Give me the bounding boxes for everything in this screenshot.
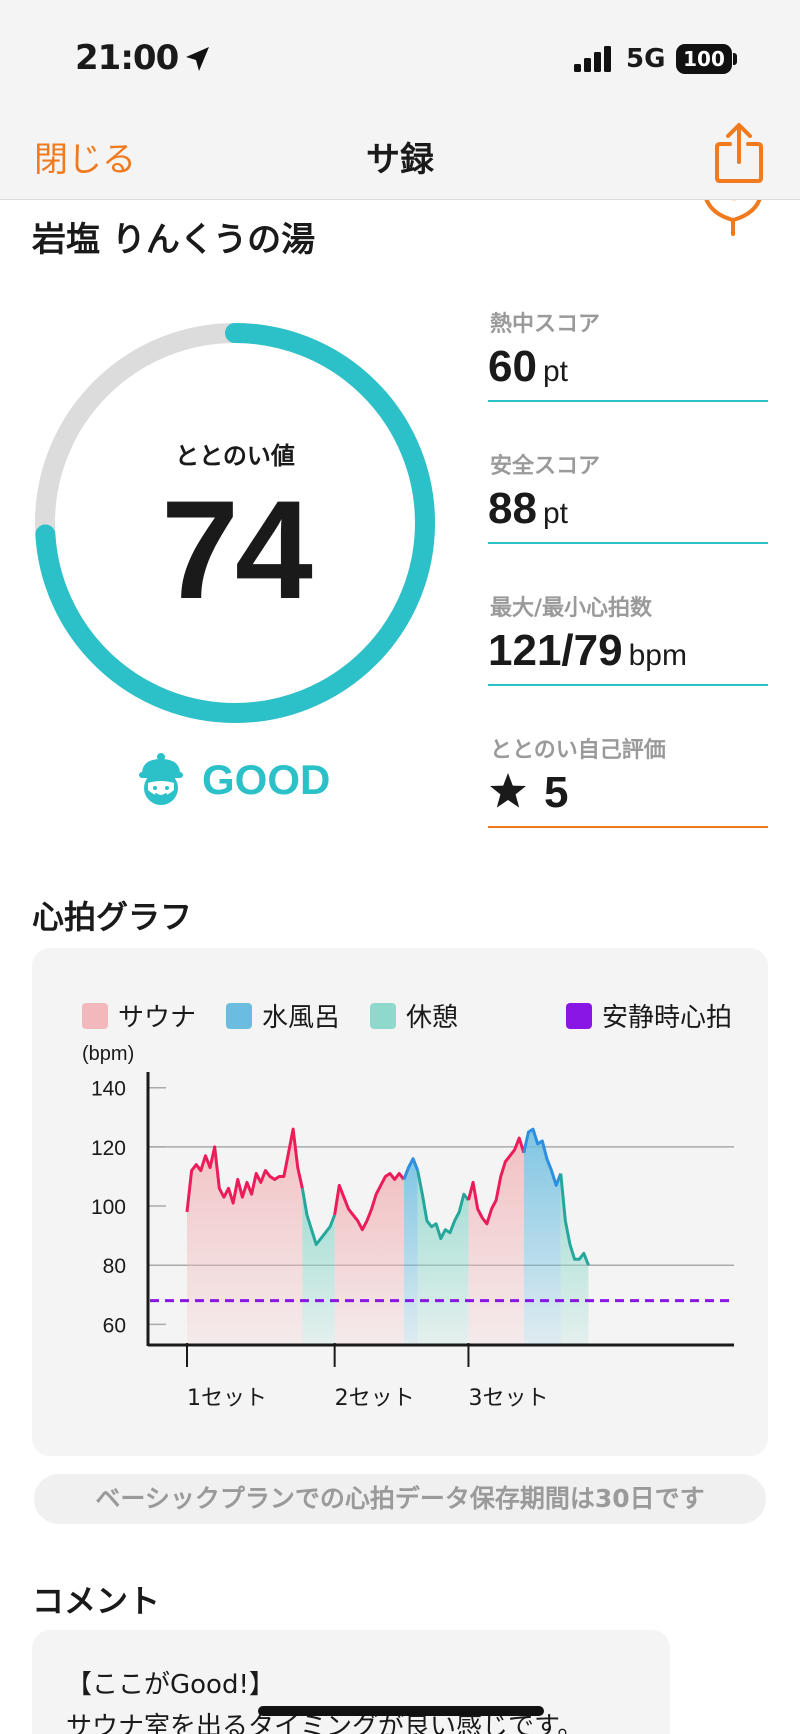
phase-area-sauna [187,1129,303,1345]
heat-score: 熱中スコア 60 pt [488,306,768,402]
self-rating-value: 5 [488,768,568,818]
safety-score-value: 88 pt [488,484,568,533]
phase-area-rest [560,1173,589,1345]
hr-line-rest [416,1170,470,1241]
x-tick-label: 2セット [335,1386,415,1411]
legend-cold-bath: 水風呂 [226,997,340,1034]
self-rating: ととのい自己評価 5 [488,732,768,828]
legend-rest: 休憩 [370,997,458,1034]
storage-notice: ベーシックプランでの心拍データ保存期間は30日です [34,1474,766,1524]
y-tick-label: 140 [91,1078,126,1101]
legend-resting-hr: 安静時心拍 [566,997,732,1034]
capped-face-icon [139,753,183,805]
hr-line-sauna [185,1127,304,1213]
hr-line-rest [300,1188,337,1246]
hr-line-cold [402,1157,420,1180]
safety-score-label: 安全スコア [490,454,601,479]
signal-icon [574,46,611,72]
heart-rate-label: 最大/最小心拍数 [490,596,653,621]
status-time: 21:00 [75,38,179,78]
heart-rate-value: 121/79 bpm [488,626,687,675]
heat-score-value: 60 pt [488,342,568,391]
home-indicator [258,1706,544,1716]
heart-rate-range: 最大/最小心拍数 121/79 bpm [488,590,768,686]
y-tick-label: 100 [91,1196,126,1219]
location-arrow-icon [186,47,209,71]
hr-line-cold [522,1127,563,1187]
hr-line-sauna [467,1136,526,1226]
legend-swatch-resting [566,1002,592,1029]
y-tick-label: 120 [91,1137,126,1160]
self-rating-label: ととのい自己評価 [490,738,666,763]
heat-score-label: 熱中スコア [490,312,601,337]
phase-area-cold [523,1129,561,1345]
battery-tip [733,53,737,65]
mood-label: GOOD [202,756,331,803]
legend-swatch-rest [370,1002,396,1029]
gauge-fill [35,323,435,723]
phase-area-sauna [468,1138,524,1345]
page-title: サ録 [366,140,434,180]
close-button[interactable]: 閉じる [34,140,136,180]
share-icon[interactable] [712,122,766,184]
safety-score: 安全スコア 88 pt [488,448,768,544]
totonoi-gauge [35,323,435,723]
network-label: 5G [626,44,666,74]
battery-indicator: 100 [676,44,732,74]
top-bar: 21:00 5G 100 閉じる サ録 [0,0,800,200]
x-tick-label: 1セット [187,1386,267,1411]
comment-title: コメント [32,1582,161,1620]
y-tick-label: 60 [103,1314,126,1337]
comment-line: 【ここがGood!】 [66,1670,275,1700]
phase-area-rest [417,1170,469,1345]
gauge-label: ととのい値 [175,442,295,470]
hr-line-rest [559,1173,590,1266]
heart-rate-chart: (bpm) 140 120 100 80 60 1セット 2セット 3セット [82,1043,734,1411]
legend-swatch-cold [226,1002,252,1029]
phase-area-cold [403,1158,418,1345]
y-axis-label: (bpm) [82,1043,134,1065]
hr-line-sauna [333,1172,406,1232]
comment-card [32,1630,670,1734]
comment-line: サウナ室を出るタイミングが良い感じです。 [66,1712,584,1734]
legend-swatch-sauna [82,1002,108,1029]
gauge-value: 74 [161,471,313,628]
y-tick-label: 80 [103,1255,126,1278]
star-icon [490,773,526,808]
facility-name: 岩塩 りんくうの湯 [32,220,316,260]
legend-sauna: サウナ [82,997,196,1034]
heart-graph-title: 心拍グラフ [32,898,193,936]
x-tick-label: 3セット [468,1386,548,1411]
